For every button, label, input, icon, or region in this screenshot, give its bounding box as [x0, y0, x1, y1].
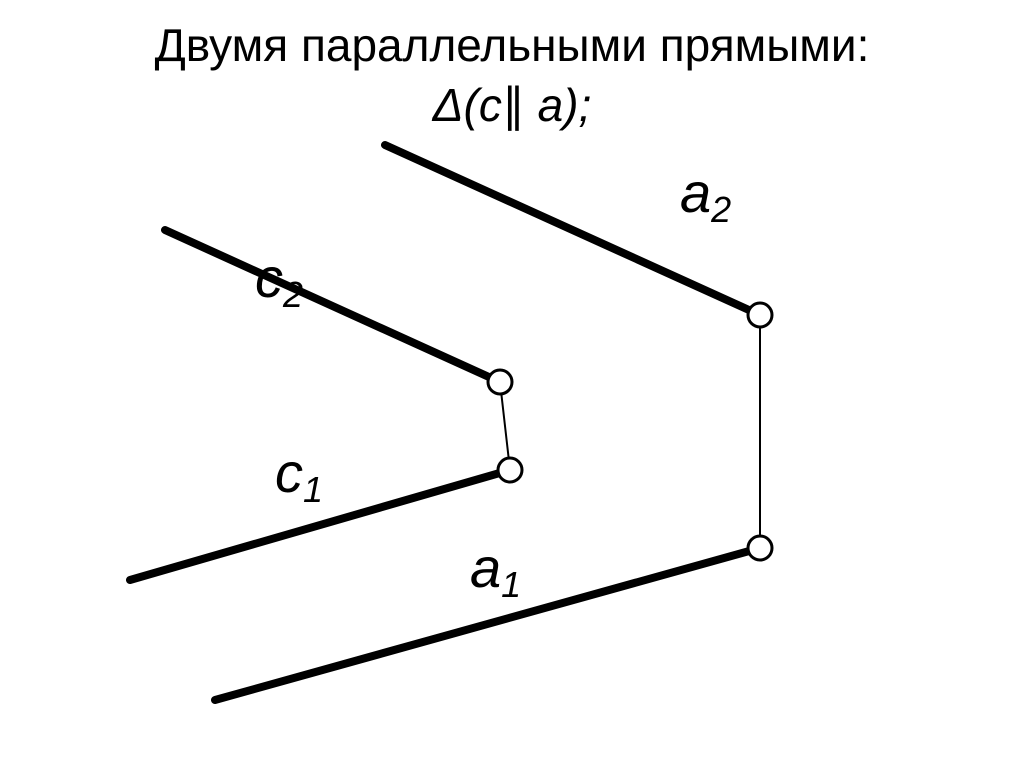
label-c1-sub: 1	[303, 469, 323, 510]
label-a2-base: a	[680, 161, 711, 224]
node-a2	[748, 303, 772, 327]
line-c2	[165, 230, 500, 382]
node-c2	[488, 370, 512, 394]
node-a1	[748, 536, 772, 560]
label-c2-sub: 2	[283, 274, 303, 315]
slide-container: Двумя параллельными прямыми: Δ(c∥ a); a2…	[0, 0, 1024, 767]
label-c1-base: c	[275, 441, 303, 504]
label-a1-sub: 1	[501, 564, 521, 605]
label-c2-base: c	[255, 246, 283, 309]
label-a2-sub: 2	[711, 189, 731, 230]
label-a1: a1	[470, 535, 521, 600]
label-a1-base: a	[470, 536, 501, 599]
diagram-svg	[0, 0, 1024, 767]
label-c1: c1	[275, 440, 323, 505]
node-c1	[498, 458, 522, 482]
label-c2: c2	[255, 245, 303, 310]
label-a2: a2	[680, 160, 731, 225]
